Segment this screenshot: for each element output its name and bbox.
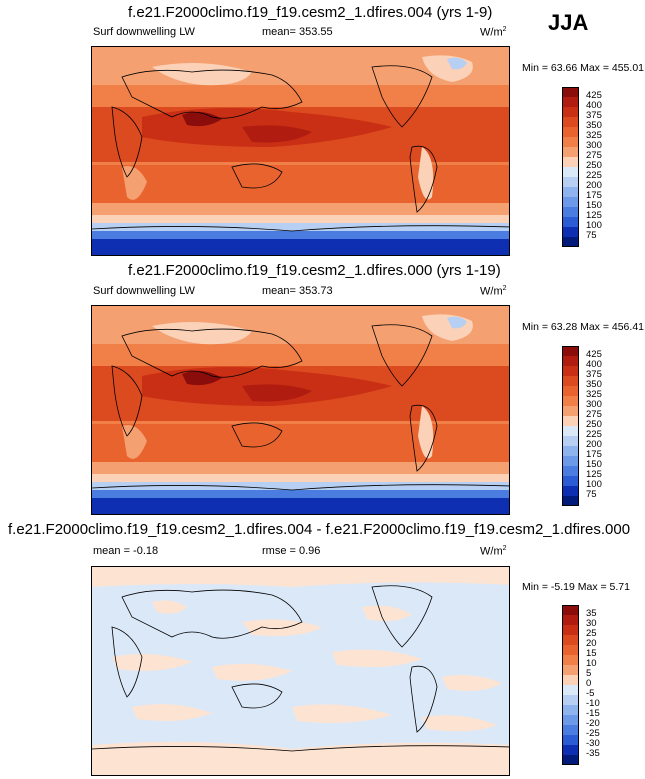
panel-3-colorbar-tick: -30 <box>586 738 600 749</box>
panel-1-colorbar-tick: 275 <box>586 150 602 161</box>
panel-1-colorbar-tick: 150 <box>586 200 602 211</box>
panel-1-minmax: Min = 63.66 Max = 455.01 <box>522 62 644 74</box>
panel-1-colorbar-tick: 125 <box>586 210 602 221</box>
panel-1-colorbar-tick: 300 <box>586 140 602 151</box>
panel-1-colorbar <box>562 87 579 247</box>
panel-3-colorbar-tick: 30 <box>586 618 597 629</box>
panel-2-minmax: Min = 63.28 Max = 456.41 <box>522 321 644 333</box>
panel-3-colorbar-tick: -20 <box>586 718 600 729</box>
panel-3-colorbar-tick: 20 <box>586 638 597 649</box>
panel-3-colorbar-tick: 10 <box>586 658 597 669</box>
panel-1-variable-label: Surf downwelling LW <box>93 26 195 38</box>
panel-2-map <box>91 305 510 515</box>
panel-3-colorbar-tick: -15 <box>586 708 600 719</box>
panel-2-units: W/m2 <box>480 285 507 298</box>
panel-3-colorbar-tick: 25 <box>586 628 597 639</box>
panel-1-colorbar-tick: 325 <box>586 130 602 141</box>
panel-2-mean-label: mean= 353.73 <box>262 285 333 297</box>
panel-2-colorbar-tick: 325 <box>586 389 602 400</box>
panel-2-map-field <box>92 306 509 514</box>
panel-3-minmax: Min = -5.19 Max = 5.71 <box>522 581 630 593</box>
panel-2-variable-label: Surf downwelling LW <box>93 285 195 297</box>
panel-1-map-field <box>92 47 509 255</box>
panel-3-colorbar-tick: 35 <box>586 608 597 619</box>
panel-2-colorbar-tick: 250 <box>586 419 602 430</box>
panel-3-mean-label: mean = -0.18 <box>93 545 159 557</box>
panel-1-colorbar-tick: 100 <box>586 220 602 231</box>
panel-1-title: f.e21.F2000climo.f19_f19.cesm2_1.dfires.… <box>128 4 493 21</box>
panel-3-map-field <box>92 567 509 775</box>
panel-3-colorbar-tick: -35 <box>586 748 600 759</box>
panel-2-colorbar-tick: 100 <box>586 479 602 490</box>
panel-1-colorbar-tick: 175 <box>586 190 602 201</box>
panel-3-colorbar-tick: -25 <box>586 728 600 739</box>
season-label: JJA <box>548 10 589 35</box>
panel-1-colorbar-tick: 425 <box>586 90 602 101</box>
panel-3-title: f.e21.F2000climo.f19_f19.cesm2_1.dfires.… <box>8 521 631 538</box>
panel-1-map <box>91 46 510 256</box>
panel-3-colorbar-tick: -10 <box>586 698 600 709</box>
panel-3-colorbar-tick: 5 <box>586 668 592 679</box>
panel-2-colorbar-tick: 200 <box>586 439 602 450</box>
panel-1-colorbar-tick: 250 <box>586 160 602 171</box>
panel-2-colorbar-tick: 125 <box>586 469 602 480</box>
panel-3-colorbar-tick: -5 <box>586 688 595 699</box>
panel-3-colorbar-tick: 0 <box>586 678 592 689</box>
panel-1-colorbar-tick: 225 <box>586 170 602 181</box>
panel-3-units: W/m2 <box>480 545 507 558</box>
panel-2-colorbar-tick: 400 <box>586 359 602 370</box>
panel-2-colorbar-tick: 275 <box>586 409 602 420</box>
panel-2-colorbar-tick: 225 <box>586 429 602 440</box>
panel-1-colorbar-tick: 400 <box>586 100 602 111</box>
panel-1-colorbar-tick: 350 <box>586 120 602 131</box>
panel-1-mean-label: mean= 353.55 <box>262 26 333 38</box>
panel-2-colorbar-tick: 150 <box>586 459 602 470</box>
panel-3-colorbar <box>562 605 579 765</box>
panel-2-title: f.e21.F2000climo.f19_f19.cesm2_1.dfires.… <box>128 262 501 279</box>
panel-2-colorbar-tick: 375 <box>586 369 602 380</box>
panel-3-colorbar-tick: 15 <box>586 648 597 659</box>
panel-3-map <box>91 566 510 776</box>
panel-3-rmse-label: rmse = 0.96 <box>262 545 321 557</box>
panel-1-colorbar-tick: 200 <box>586 180 602 191</box>
panel-2-colorbar-tick: 350 <box>586 379 602 390</box>
panel-2-colorbar-tick: 300 <box>586 399 602 410</box>
panel-1-units: W/m2 <box>480 26 507 39</box>
panel-2-colorbar <box>562 346 579 506</box>
panel-1-colorbar-tick: 375 <box>586 110 602 121</box>
panel-2-colorbar-tick: 425 <box>586 349 602 360</box>
panel-2-colorbar-tick: 175 <box>586 449 602 460</box>
panel-2-colorbar-tick: 75 <box>586 489 597 500</box>
panel-1-colorbar-tick: 75 <box>586 230 597 241</box>
